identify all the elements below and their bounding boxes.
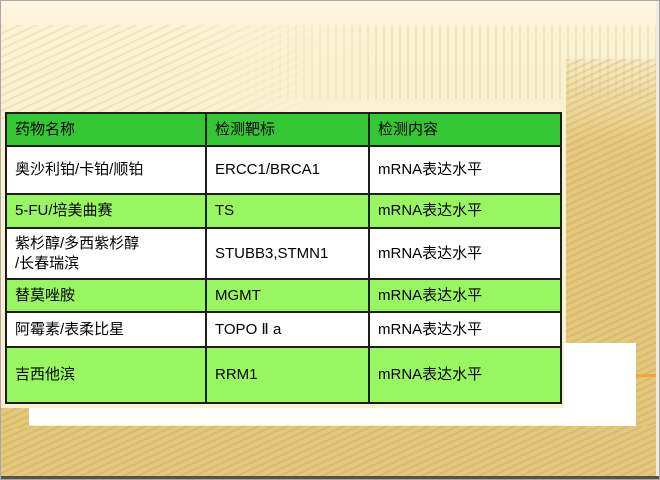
drug-name-cell: 5-FU/培美曲赛 xyxy=(5,193,207,229)
test-target-cell: TOPO Ⅱ a xyxy=(205,311,370,348)
table-row: 阿霉素/表柔比星 TOPO Ⅱ a mRNA表达水平 xyxy=(5,311,562,348)
test-content-cell: mRNA表达水平 xyxy=(368,193,562,229)
orange-accent-line xyxy=(636,374,658,377)
drug-name-cell: 阿霉素/表柔比星 xyxy=(5,311,207,348)
table-row: 替莫唑胺 MGMT mRNA表达水平 xyxy=(5,278,562,313)
drug-name-cell: 紫杉醇/多西紫杉醇 /长春瑞滨 xyxy=(5,227,207,280)
drug-name-cell: 替莫唑胺 xyxy=(5,278,207,313)
test-content-cell: mRNA表达水平 xyxy=(368,145,562,195)
bottom-gold-band xyxy=(1,426,656,477)
test-target-cell: MGMT xyxy=(205,278,370,313)
drug-name-cell: 奥沙利铂/卡铂/顺铂 xyxy=(5,145,207,195)
slide-bottom-edge xyxy=(1,476,659,479)
page-number-box xyxy=(564,343,636,426)
table-row: 5-FU/培美曲赛 TS mRNA表达水平 xyxy=(5,193,562,229)
test-target-cell: STUBB3,STMN1 xyxy=(205,227,370,280)
test-content-cell: mRNA表达水平 xyxy=(368,278,562,313)
drug-test-table: 药物名称 检测靶标 检测内容 奥沙利铂/卡铂/顺铂 ERCC1/BRCA1 mR… xyxy=(5,112,562,404)
pinstripe-diagonal-texture xyxy=(1,25,331,121)
drug-test-table-container: 药物名称 检测靶标 检测内容 奥沙利铂/卡铂/顺铂 ERCC1/BRCA1 mR… xyxy=(5,112,562,404)
col-header-test-content: 检测内容 xyxy=(368,112,562,147)
footer-white-strip xyxy=(29,408,636,425)
table-row: 奥沙利铂/卡铂/顺铂 ERCC1/BRCA1 mRNA表达水平 xyxy=(5,145,562,195)
test-target-cell: ERCC1/BRCA1 xyxy=(205,145,370,195)
test-content-cell: mRNA表达水平 xyxy=(368,227,562,280)
test-target-cell: RRM1 xyxy=(205,346,370,404)
drug-name-cell: 吉西他滨 xyxy=(5,346,207,404)
table-row: 吉西他滨 RRM1 mRNA表达水平 xyxy=(5,346,562,404)
col-header-drug-name: 药物名称 xyxy=(5,112,207,147)
bottom-left-gold-notch xyxy=(1,408,29,428)
slide-right-edge xyxy=(656,1,659,479)
test-target-cell: TS xyxy=(205,193,370,229)
test-content-cell: mRNA表达水平 xyxy=(368,311,562,348)
col-header-test-target: 检测靶标 xyxy=(205,112,370,147)
table-header-row: 药物名称 检测靶标 检测内容 xyxy=(5,112,562,147)
table-row: 紫杉醇/多西紫杉醇 /长春瑞滨 STUBB3,STMN1 mRNA表达水平 xyxy=(5,227,562,280)
test-content-cell: mRNA表达水平 xyxy=(368,346,562,404)
